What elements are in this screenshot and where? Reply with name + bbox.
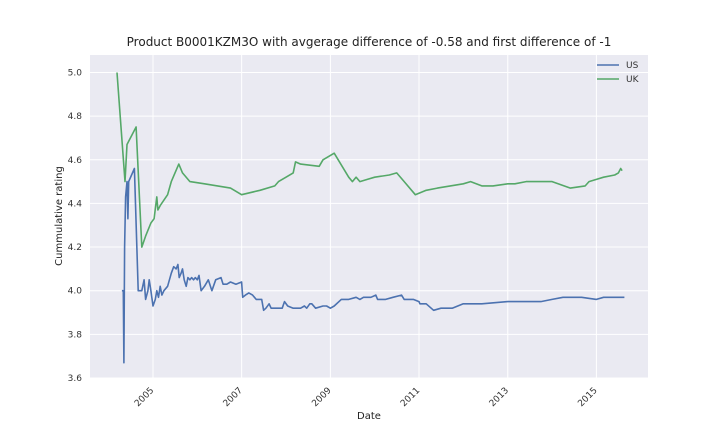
- legend-label-uk: UK: [626, 75, 640, 85]
- x-axis-ticks: 2005 2007 2009 2011 2013 2015: [133, 386, 600, 409]
- x-axis-label: Date: [357, 411, 381, 422]
- y-tick-label: 4.8: [68, 112, 83, 122]
- y-tick-label: 3.6: [68, 374, 83, 384]
- y-tick-label: 4.0: [68, 287, 83, 297]
- series-layer: [116, 72, 625, 364]
- plot-area: [90, 55, 648, 378]
- x-tick-label: 2013: [488, 386, 511, 409]
- series-line-us: [121, 167, 625, 364]
- x-tick-label: 2005: [133, 386, 156, 409]
- y-axis-label: Cummulative rating: [54, 166, 65, 266]
- legend: US UK: [597, 61, 640, 85]
- y-tick-label: 5.0: [68, 68, 83, 78]
- grid-lines: [90, 55, 648, 379]
- y-axis-ticks: 3.6 3.8 4.0 4.2 4.4 4.6 4.8 5.0: [68, 68, 83, 384]
- y-tick-label: 4.6: [68, 156, 83, 166]
- y-tick-label: 3.8: [68, 330, 83, 340]
- x-tick-label: 2011: [399, 386, 422, 409]
- series-line-uk: [116, 72, 623, 248]
- legend-label-us: US: [626, 61, 639, 71]
- x-tick-label: 2009: [310, 386, 333, 409]
- x-tick-label: 2007: [222, 386, 245, 409]
- y-tick-label: 4.4: [68, 199, 83, 209]
- y-tick-label: 4.2: [68, 243, 82, 253]
- chart-title: Product B0001KZM3O with avgerage differe…: [127, 35, 612, 49]
- x-tick-label: 2015: [576, 386, 599, 409]
